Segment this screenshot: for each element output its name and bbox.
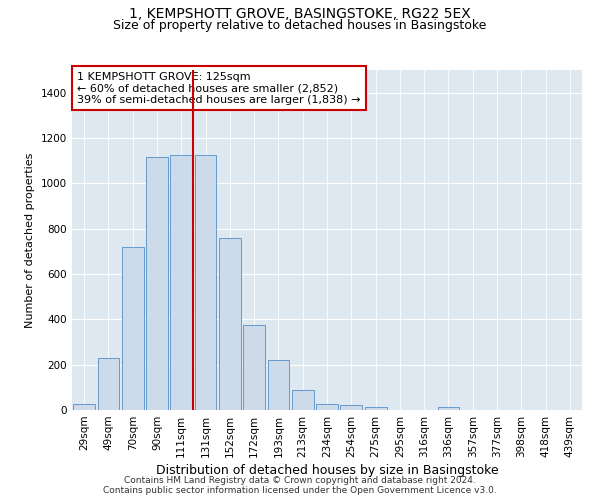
Bar [268, 360, 289, 410]
X-axis label: Distribution of detached houses by size in Basingstoke: Distribution of detached houses by size … [155, 464, 499, 477]
Bar [122, 247, 143, 410]
Bar [292, 390, 314, 410]
Bar [365, 406, 386, 410]
Bar [437, 406, 460, 410]
Bar [316, 404, 338, 410]
Text: 1, KEMPSHOTT GROVE, BASINGSTOKE, RG22 5EX: 1, KEMPSHOTT GROVE, BASINGSTOKE, RG22 5E… [129, 8, 471, 22]
Bar [73, 404, 95, 410]
Text: Contains HM Land Registry data © Crown copyright and database right 2024.: Contains HM Land Registry data © Crown c… [124, 476, 476, 485]
Text: Contains public sector information licensed under the Open Government Licence v3: Contains public sector information licen… [103, 486, 497, 495]
Bar [146, 158, 168, 410]
Text: Size of property relative to detached houses in Basingstoke: Size of property relative to detached ho… [113, 18, 487, 32]
Y-axis label: Number of detached properties: Number of detached properties [25, 152, 35, 328]
Bar [170, 155, 192, 410]
Bar [340, 406, 362, 410]
Bar [219, 238, 241, 410]
Text: 1 KEMPSHOTT GROVE: 125sqm
← 60% of detached houses are smaller (2,852)
39% of se: 1 KEMPSHOTT GROVE: 125sqm ← 60% of detac… [77, 72, 361, 105]
Bar [194, 155, 217, 410]
Bar [97, 358, 119, 410]
Bar [243, 325, 265, 410]
